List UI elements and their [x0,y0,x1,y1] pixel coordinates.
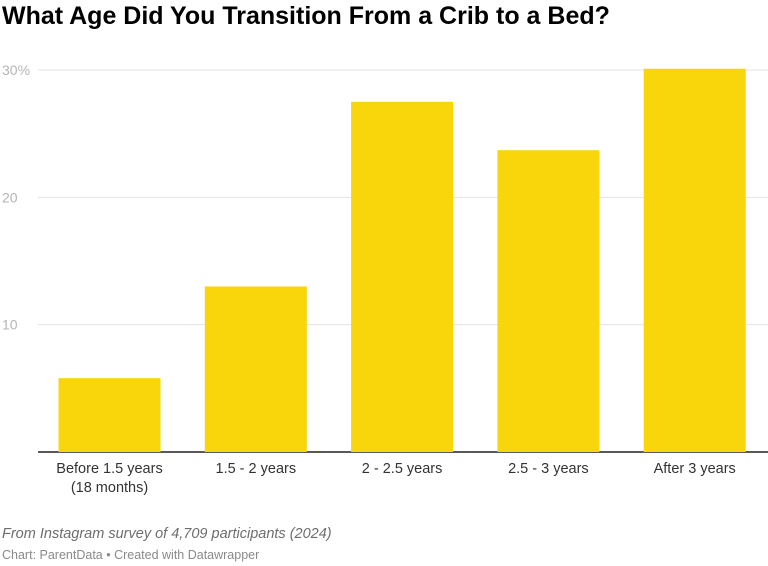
x-tick-label: 1.5 - 2 years [216,461,297,477]
x-tick-label: After 3 years [654,461,736,477]
bar [351,101,454,452]
chart-byline: Chart: ParentData • Created with Datawra… [2,548,260,562]
x-tick-label: 2.5 - 3 years [508,461,589,477]
bar [497,150,600,452]
bar [204,286,307,452]
x-tick-label: (18 months) [71,480,148,496]
y-tick-label: 30% [2,62,30,78]
axis-labels: 10 20 30% Before 1.5 years (18 months) 1.5 - … [2,62,736,496]
y-tick-label: 20 [2,189,18,205]
bar [643,68,746,452]
bars [58,68,746,452]
chart-title: What Age Did You Transition From a Crib … [2,2,610,30]
bar [58,378,161,452]
source-note: From Instagram survey of 4,709 participa… [2,526,332,542]
bar-chart: 10 20 30% Before 1.5 years (18 months) 1.5 - … [2,62,768,496]
x-tick-label: 2 - 2.5 years [362,461,443,477]
x-tick-label: Before 1.5 years [56,461,162,477]
y-tick-label: 10 [2,317,18,333]
